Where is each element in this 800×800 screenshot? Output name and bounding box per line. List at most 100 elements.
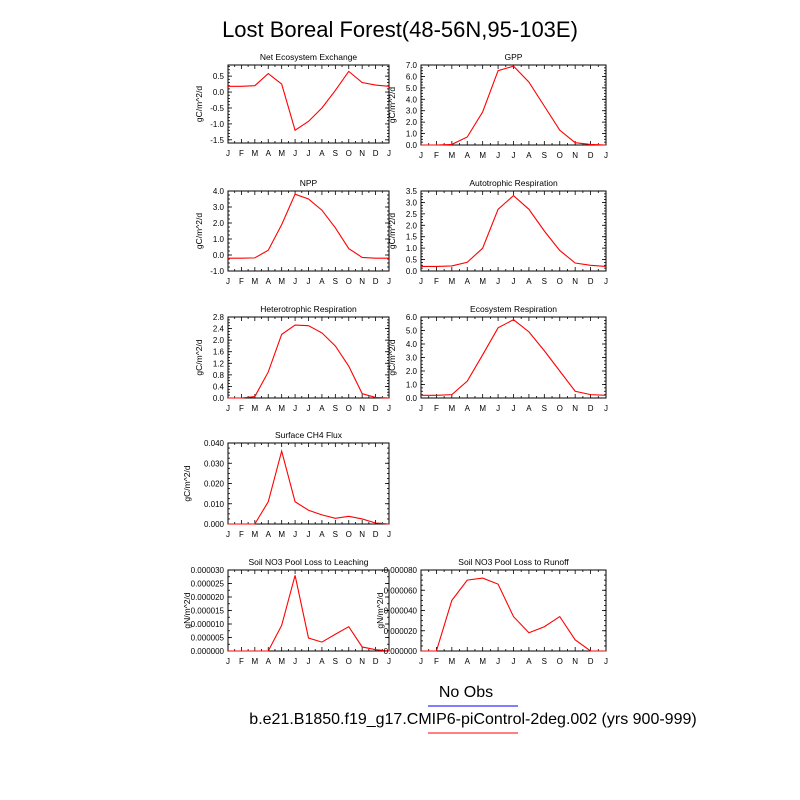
y-tick-label: 0.000005 bbox=[191, 634, 225, 643]
y-tick-label: 0.000000 bbox=[191, 647, 225, 656]
y-tick-label: 0.000015 bbox=[191, 607, 225, 616]
y-tick-label: 5.0 bbox=[406, 327, 418, 336]
y-tick-label: 0.8 bbox=[213, 371, 225, 380]
x-tick-label: J bbox=[226, 277, 230, 286]
x-tick-label: J bbox=[307, 149, 311, 158]
panel-5: Heterotrophic Respiration gC/m^2/d 0.0 0.4 0… bbox=[194, 304, 391, 413]
x-tick-label: O bbox=[557, 277, 563, 286]
x-tick-label: M bbox=[479, 277, 486, 286]
x-tick-label: J bbox=[307, 657, 311, 666]
legend-obs-label: No Obs bbox=[439, 684, 493, 701]
x-tick-label: D bbox=[373, 149, 379, 158]
x-tick-label: M bbox=[479, 151, 486, 160]
x-tick-label: M bbox=[278, 657, 285, 666]
x-tick-label: D bbox=[588, 151, 594, 160]
y-tick-label: 0.000060 bbox=[384, 586, 418, 595]
x-tick-label: D bbox=[588, 404, 594, 413]
y-axis-label: gC/m^2/d bbox=[194, 213, 204, 249]
y-tick-label: 0.4 bbox=[213, 382, 225, 391]
x-tick-label: S bbox=[542, 151, 547, 160]
x-tick-label: J bbox=[226, 657, 230, 666]
y-tick-label: 5.0 bbox=[406, 84, 418, 93]
y-tick-label: 0.5 bbox=[213, 72, 225, 81]
x-tick-label: J bbox=[419, 657, 423, 666]
x-tick-label: J bbox=[604, 277, 608, 286]
y-tick-label: 3.0 bbox=[406, 354, 418, 363]
x-tick-label: A bbox=[526, 277, 532, 286]
x-tick-label: D bbox=[373, 277, 379, 286]
panel-title: Net Ecosystem Exchange bbox=[260, 52, 358, 62]
x-tick-label: J bbox=[226, 404, 230, 413]
x-tick-label: J bbox=[496, 277, 500, 286]
y-tick-label: 4.0 bbox=[406, 340, 418, 349]
x-tick-label: F bbox=[434, 404, 439, 413]
plot-frame bbox=[420, 316, 607, 399]
y-tick-label: 6.0 bbox=[406, 313, 418, 322]
x-tick-label: A bbox=[526, 151, 532, 160]
x-tick-label: S bbox=[333, 404, 338, 413]
plot-frame bbox=[227, 316, 390, 399]
tick-marks bbox=[420, 190, 607, 272]
x-tick-label: J bbox=[496, 657, 500, 666]
x-tick-label: J bbox=[293, 149, 297, 158]
x-tick-label: A bbox=[319, 277, 325, 286]
x-tick-label: A bbox=[526, 657, 532, 666]
y-tick-label: 2.0 bbox=[406, 118, 418, 127]
x-tick-label: J bbox=[387, 277, 391, 286]
plot-frame bbox=[227, 569, 390, 652]
x-tick-label: M bbox=[278, 277, 285, 286]
y-tick-label: 0.000025 bbox=[191, 580, 225, 589]
x-tick-label: N bbox=[572, 404, 578, 413]
y-axis-label: gN/m^2/d bbox=[182, 592, 192, 628]
x-tick-label: J bbox=[419, 277, 423, 286]
x-tick-label: S bbox=[542, 404, 547, 413]
y-tick-label: 0.000080 bbox=[384, 566, 418, 575]
x-tick-label: J bbox=[293, 277, 297, 286]
y-tick-label: 4.0 bbox=[213, 187, 225, 196]
x-tick-label: M bbox=[448, 404, 455, 413]
x-tick-label: J bbox=[512, 657, 516, 666]
y-axis-label: gC/m^2/d bbox=[194, 339, 204, 375]
series-line bbox=[228, 448, 390, 525]
x-tick-label: F bbox=[239, 530, 244, 539]
x-tick-label: J bbox=[293, 657, 297, 666]
x-tick-label: J bbox=[419, 151, 423, 160]
series-line bbox=[421, 194, 607, 267]
x-tick-label: S bbox=[542, 657, 547, 666]
y-tick-label: -1.0 bbox=[210, 267, 224, 276]
x-tick-label: O bbox=[557, 657, 563, 666]
x-tick-label: D bbox=[588, 277, 594, 286]
x-tick-label: J bbox=[226, 530, 230, 539]
series-line bbox=[421, 65, 607, 146]
x-tick-label: O bbox=[346, 277, 352, 286]
y-tick-label: -0.5 bbox=[210, 104, 224, 113]
y-tick-label: 2.4 bbox=[213, 325, 225, 334]
panel-9: Soil NO3 Pool Loss to LeachinggN/m^2/d0.… bbox=[182, 557, 391, 666]
x-tick-label: F bbox=[434, 277, 439, 286]
x-tick-label: A bbox=[465, 657, 471, 666]
x-tick-label: M bbox=[278, 404, 285, 413]
y-tick-label: -1.0 bbox=[210, 120, 224, 129]
x-tick-label: O bbox=[557, 151, 563, 160]
y-tick-label: 1.6 bbox=[213, 348, 225, 357]
x-tick-label: A bbox=[465, 151, 471, 160]
x-tick-label: J bbox=[307, 277, 311, 286]
x-tick-label: A bbox=[266, 657, 272, 666]
series-line bbox=[228, 193, 389, 259]
y-tick-label: 0.000020 bbox=[191, 593, 225, 602]
x-tick-label: J bbox=[307, 404, 311, 413]
y-axis-label: gC/m^2/d bbox=[387, 87, 397, 123]
y-tick-label: 3.0 bbox=[406, 107, 418, 116]
plot-frame bbox=[420, 190, 607, 272]
x-tick-label: J bbox=[512, 277, 516, 286]
plot-frame bbox=[227, 64, 390, 144]
y-tick-label: 1.0 bbox=[406, 244, 418, 253]
y-tick-label: 2.8 bbox=[213, 313, 225, 322]
x-tick-label: A bbox=[465, 277, 471, 286]
x-tick-label: M bbox=[251, 404, 258, 413]
y-axis-label: gC/m^2/d bbox=[194, 86, 204, 122]
y-tick-label: 1.0 bbox=[406, 381, 418, 390]
y-tick-label: 4.0 bbox=[406, 95, 418, 104]
tick-marks bbox=[420, 64, 607, 146]
panel-title: Soil NO3 Pool Loss to Runoff bbox=[458, 557, 569, 567]
